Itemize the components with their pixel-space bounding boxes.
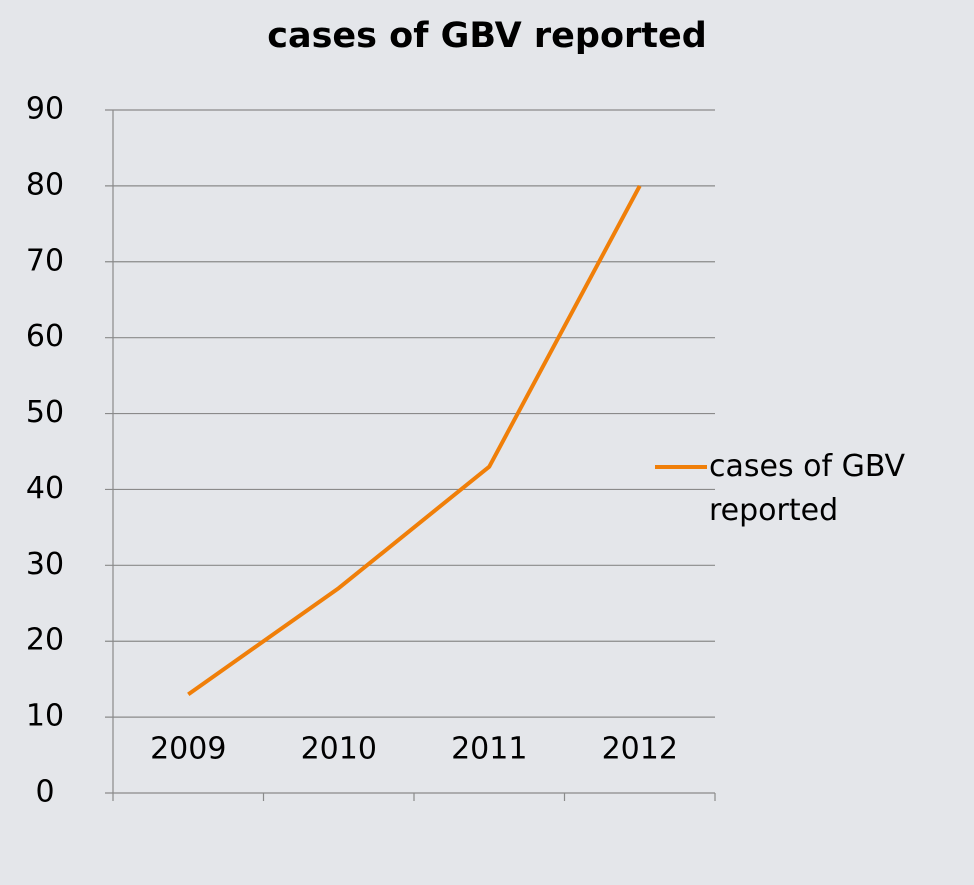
y-tick-label: 60 [26,319,64,354]
chart: cases of GBV reported 0 10 20 30 40 50 60 70 80 9… [0,0,974,885]
y-tick-label: 80 [26,167,64,202]
x-tick-label: 2012 [602,732,678,767]
chart-title: cases of GBV reported [267,16,707,56]
y-tick-label: 0 [35,775,54,810]
y-tick-label: 40 [26,471,64,506]
x-tick-label: 2010 [301,732,377,767]
x-tick-label: 2009 [150,732,226,767]
y-tick-label: 30 [26,547,64,582]
y-tick-label: 50 [26,395,64,430]
legend-label: cases of GBV reported [709,445,929,533]
x-tick-label: 2011 [451,732,527,767]
y-tick-label: 90 [26,92,64,127]
y-tick-label: 10 [26,699,64,734]
page: cases of GBV reported 0 10 20 30 40 50 60 70 80 9… [0,0,974,885]
y-tick-label: 70 [26,243,64,278]
y-tick-label: 20 [26,623,64,658]
